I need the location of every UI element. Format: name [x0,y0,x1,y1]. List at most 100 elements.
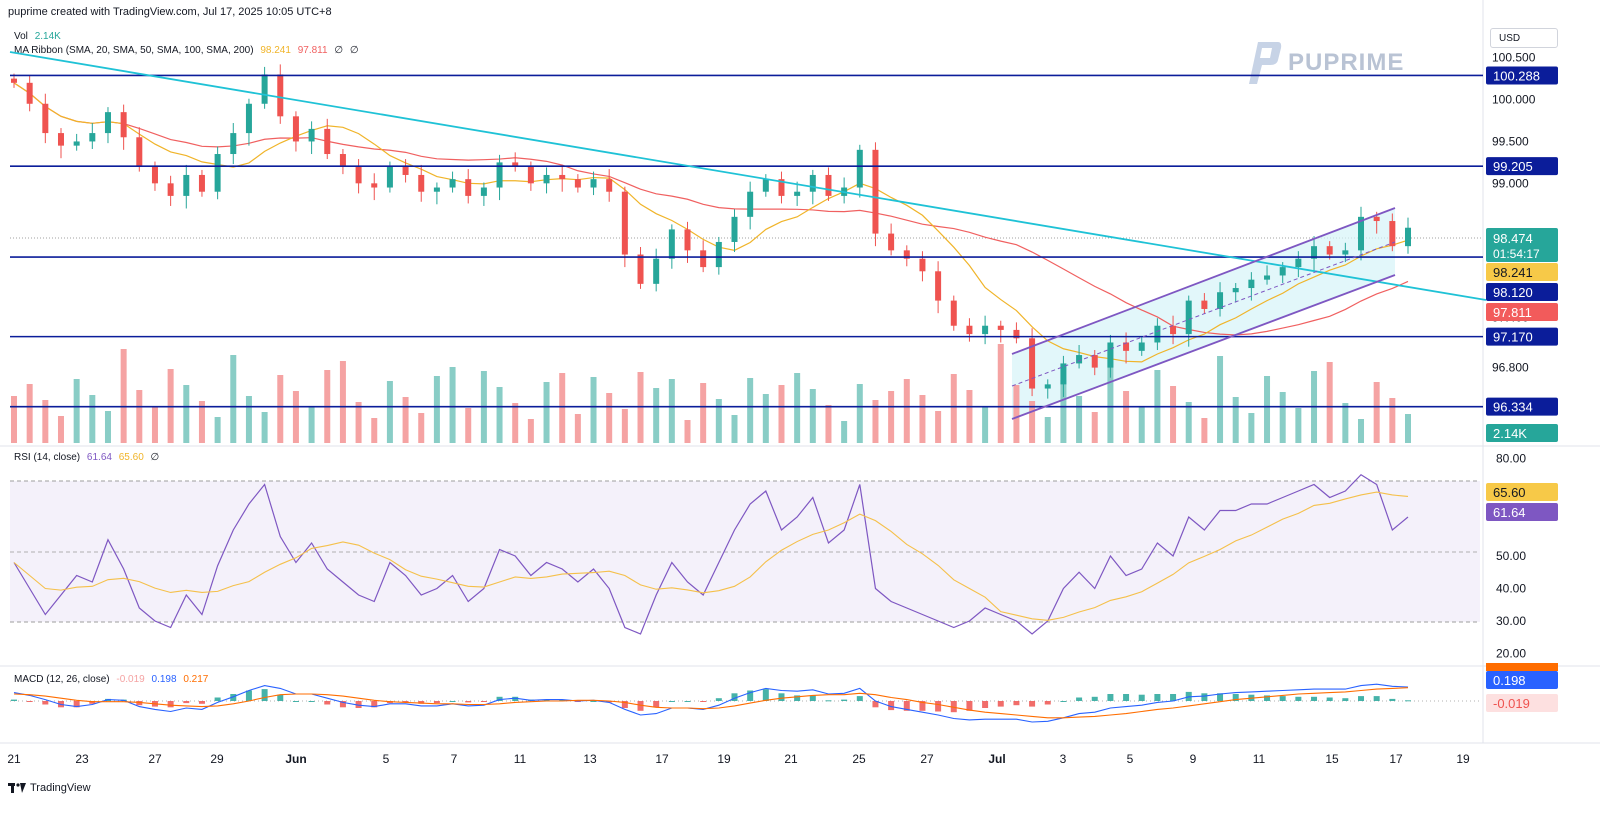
macd-histogram-bar [308,701,315,702]
candle-body [89,133,96,142]
volume-bar [120,349,127,443]
candle-body [856,149,863,188]
time-tick-label: 27 [920,752,934,766]
time-tick-label: 3 [1060,752,1067,766]
macd-histogram-bar [1154,694,1161,701]
candle-body [230,133,237,155]
channel-lower-line[interactable] [1011,274,1396,420]
volume-bar [449,367,456,443]
price-tick-label: 96.800 [1492,361,1529,375]
volume-bar [433,376,440,443]
volume-bar [214,417,221,443]
volume-bar [950,374,957,443]
candle-body [1248,279,1255,289]
volume-bar [512,403,519,443]
macd-histogram-bar [1311,696,1318,701]
descending-trendline[interactable] [9,51,1487,301]
time-tick-label: 19 [717,752,731,766]
macd-histogram-bar [465,701,472,703]
candle-body [324,128,331,155]
macd-histogram-bar [355,701,362,708]
volume-bar [1389,398,1396,443]
volume-bar [778,385,785,443]
macd-histogram-bar [1264,695,1271,701]
time-tick-label: 27 [148,752,162,766]
volume-bar [89,395,96,443]
volume-bar [11,396,17,443]
candle-body [903,250,910,259]
macd-histogram-bar [433,701,440,704]
ma20-line [13,82,1409,363]
candle-body [590,179,597,188]
footer-attribution[interactable]: TradingView [8,782,91,794]
time-tick-label: 11 [514,752,527,766]
time-tick-label: 17 [1389,752,1403,766]
volume-bar [559,373,566,443]
macd-histogram-bar [1029,701,1036,707]
rsi-legend[interactable]: RSI (14, close) 61.64 65.60 ∅ [14,452,159,463]
currency-selector[interactable]: USD [1490,28,1558,48]
ma-ribbon-legend[interactable]: MA Ribbon (SMA, 20, SMA, 50, SMA, 100, S… [14,45,359,56]
rsi-tick-label: 20.00 [1496,647,1526,661]
volume-badge-bg [1486,424,1558,442]
level-badge: 98.120 [1493,285,1533,300]
candle-body [919,258,926,272]
support-resistance-levels [10,74,1483,408]
macd-histogram-bar [809,695,816,701]
candle-body [355,166,362,184]
candle-body [747,191,754,217]
macd-histogram-bar [496,696,503,701]
candle-body [731,216,738,242]
time-axis-labels: 21 23 27 29 Jun 5 7 11 13 17 19 21 25 27 Jul 3 5 9 11 15 17 1… [7,752,1470,766]
candle-body [198,174,205,192]
volume-bar [230,355,237,443]
price-tick-label: 99.000 [1492,176,1529,190]
time-tick-label: 25 [852,752,866,766]
volume-bar [574,414,581,443]
candle-body [449,179,456,188]
volume-bar [1295,408,1302,443]
candle-body [261,74,268,104]
macd-histogram-bar [637,701,644,711]
macd-histogram-bar [778,693,785,701]
level-badge: 96.334 [1493,400,1533,415]
candle-body [1279,267,1286,276]
puprime-logo-icon [1249,42,1282,84]
volume-bar [42,400,49,443]
macd-histogram-bar [794,695,801,701]
candle-body [465,179,472,196]
candle-body [950,300,957,326]
macd-histogram-bar [841,699,848,701]
candle-body [1107,342,1114,368]
candle-body [1076,355,1083,364]
time-tick-label: 5 [1127,752,1134,766]
macd-histogram-bar [26,701,33,702]
macd-histogram-bar [512,696,519,701]
volume-bar [1342,403,1349,443]
volume-bar [841,421,848,443]
rsi-ma-badge-bg [1486,483,1558,501]
time-tick-label: Jun [285,752,306,766]
macd-legend[interactable]: MACD (12, 26, close) -0.019 0.198 0.217 [14,674,208,685]
rsi-ma-badge: 65.60 [1493,485,1526,500]
macd-histogram-bar [997,701,1004,707]
macd-histogram-bar [292,701,299,702]
level-badge: 97.170 [1493,330,1533,345]
macd-histogram-bar [982,701,989,708]
macd-badge-bg [1486,671,1558,689]
channel-upper-line[interactable] [1011,207,1396,355]
volume-bar [543,382,550,443]
level-badge-bg [1486,397,1558,416]
macd-histogram-bar [73,701,80,708]
ma50-value: 97.811 [297,45,328,56]
volume-bar [888,391,895,443]
volume-bar [1060,380,1067,443]
macd-histogram-bar [1217,693,1224,701]
vol-legend[interactable]: Vol 2.14K [14,31,61,42]
candle-body [1232,288,1239,293]
candle-body [1170,325,1177,335]
volume-bar [1091,412,1098,443]
macd-histogram-bar [11,699,17,701]
candle-body [715,241,722,268]
